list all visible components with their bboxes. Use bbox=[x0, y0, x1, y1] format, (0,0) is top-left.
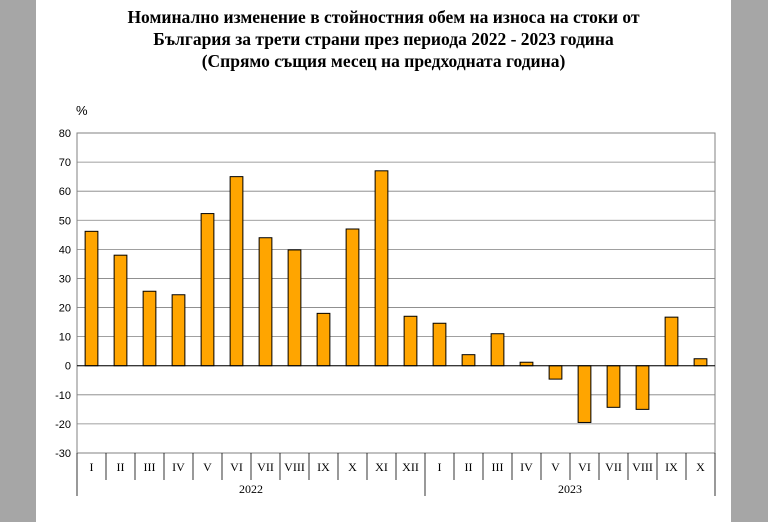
bar bbox=[113, 254, 128, 367]
y-tick-label: -20 bbox=[55, 419, 71, 431]
title-line-3: (Спрямо същия месец на предходната годин… bbox=[201, 51, 566, 71]
year-label: 2023 bbox=[558, 482, 582, 496]
bar bbox=[374, 170, 389, 367]
y-tick-label: -10 bbox=[55, 390, 71, 402]
x-tick-label: IX bbox=[665, 460, 678, 474]
x-tick-label: II bbox=[117, 460, 125, 474]
bar bbox=[577, 365, 592, 423]
bar bbox=[693, 358, 708, 367]
x-tick-label: IV bbox=[172, 460, 185, 474]
x-tick-label: III bbox=[492, 460, 504, 474]
bar bbox=[548, 365, 563, 380]
y-tick-label: 20 bbox=[59, 303, 71, 315]
bar bbox=[84, 230, 99, 367]
y-tick-label: 60 bbox=[59, 186, 71, 198]
bar bbox=[171, 294, 186, 367]
bar bbox=[200, 213, 215, 367]
y-tick-label: 40 bbox=[59, 244, 71, 256]
page: Номинално изменение в стойностния обем н… bbox=[36, 0, 731, 522]
year-label: 2022 bbox=[239, 482, 263, 496]
y-tick-label: 10 bbox=[59, 332, 71, 344]
y-tick-label: 0 bbox=[65, 361, 71, 373]
x-tick-label: VIII bbox=[632, 460, 653, 474]
x-tick-label: V bbox=[203, 460, 212, 474]
bar bbox=[258, 237, 273, 367]
title-line-2: България за трети страни през периода 20… bbox=[153, 29, 614, 49]
x-tick-label: X bbox=[348, 460, 357, 474]
x-tick-label: VII bbox=[257, 460, 274, 474]
bar bbox=[490, 333, 505, 367]
y-tick-label: 30 bbox=[59, 273, 71, 285]
y-axis-unit: % bbox=[76, 103, 88, 118]
bar bbox=[345, 228, 360, 367]
bar bbox=[432, 322, 447, 367]
bar bbox=[142, 290, 157, 367]
x-tick-label: V bbox=[551, 460, 560, 474]
x-tick-label: I bbox=[438, 460, 442, 474]
x-tick-label: VIII bbox=[284, 460, 305, 474]
bar bbox=[287, 249, 302, 367]
bar bbox=[403, 315, 418, 367]
x-tick-label: XI bbox=[375, 460, 388, 474]
x-tick-label: VII bbox=[605, 460, 622, 474]
bar bbox=[635, 365, 650, 410]
x-tick-label: II bbox=[465, 460, 473, 474]
title-line-1: Номинално изменение в стойностния обем н… bbox=[127, 7, 640, 27]
x-tick-label: IX bbox=[317, 460, 330, 474]
bar bbox=[461, 354, 476, 367]
x-tick-label: IV bbox=[520, 460, 533, 474]
bar bbox=[606, 365, 621, 408]
bar bbox=[664, 316, 679, 367]
x-tick-label: VI bbox=[230, 460, 243, 474]
x-tick-label: X bbox=[696, 460, 705, 474]
y-tick-label: 80 bbox=[59, 128, 71, 140]
bar bbox=[519, 361, 534, 367]
x-tick-label: VI bbox=[578, 460, 591, 474]
x-tick-label: I bbox=[90, 460, 94, 474]
y-tick-label: 70 bbox=[59, 157, 71, 169]
bar bbox=[316, 312, 331, 367]
x-tick-label: III bbox=[144, 460, 156, 474]
x-tick-label: XII bbox=[402, 460, 419, 474]
chart-title: Номинално изменение в стойностния обем н… bbox=[36, 6, 731, 72]
y-tick-label: -30 bbox=[55, 448, 71, 460]
y-tick-label: 50 bbox=[59, 215, 71, 227]
bar bbox=[229, 176, 244, 367]
